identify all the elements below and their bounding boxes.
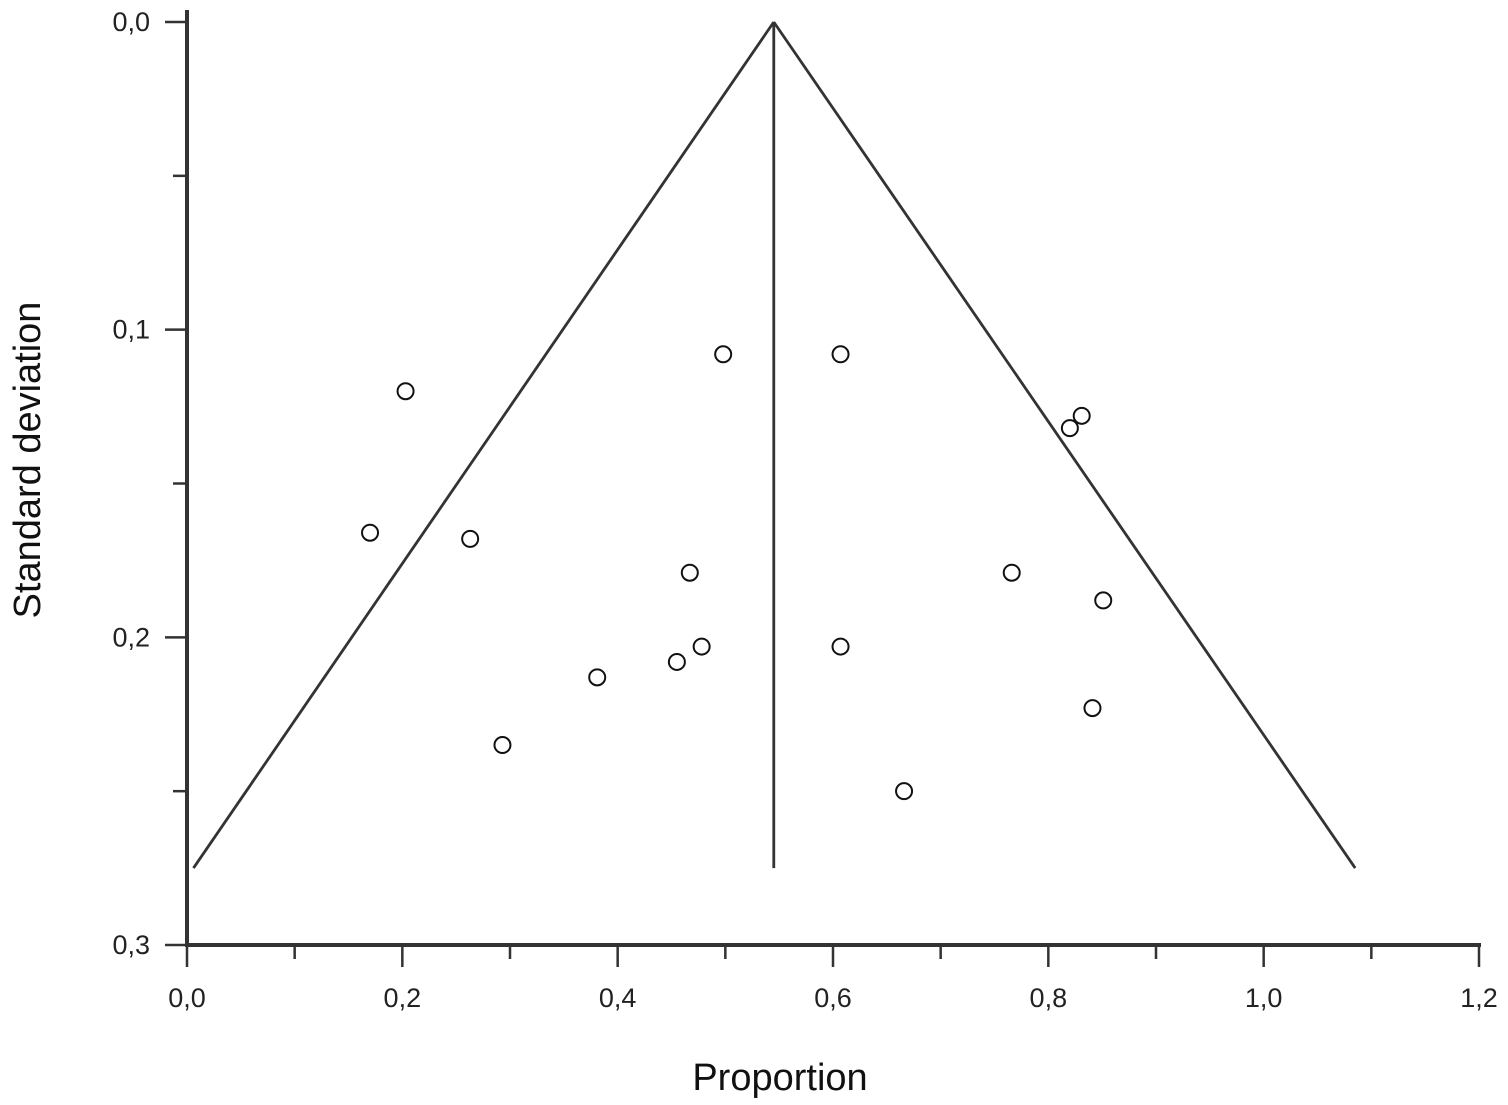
data-point [680, 563, 699, 582]
y-axis-title: Standard deviation [7, 302, 49, 619]
data-point [831, 345, 850, 364]
data-point [692, 637, 711, 656]
x-tick-label: 1,0 [1245, 983, 1283, 1013]
x-tick-label: 0,0 [168, 983, 206, 1013]
y-tick-label: 0,3 [112, 930, 150, 960]
data-points [361, 345, 1113, 801]
data-point [831, 637, 850, 656]
data-point [714, 345, 733, 364]
data-point [895, 782, 914, 801]
x-tick-label: 0,6 [814, 983, 852, 1013]
x-tick-label: 0,4 [599, 983, 637, 1013]
data-point [1094, 591, 1113, 610]
funnel-left-line [192, 21, 775, 869]
axes: 0,0 0,2 0,4 0,6 0,8 1,0 1,2 0,0 0,1 0,2 0,3 [112, 7, 1497, 1013]
data-point [461, 529, 480, 548]
y-tick-label: 0,0 [112, 7, 150, 37]
data-point [667, 652, 686, 671]
data-point [1083, 699, 1102, 718]
y-tick-label: 0,1 [112, 315, 150, 345]
data-point [361, 523, 380, 542]
x-tick-label: 0,8 [1030, 983, 1068, 1013]
data-point [1060, 419, 1079, 438]
funnel-lines [192, 21, 1357, 869]
data-point [1072, 406, 1091, 425]
data-point [1002, 563, 1021, 582]
x-tick-label: 1,2 [1460, 983, 1498, 1013]
data-point [588, 668, 607, 687]
y-tick-label: 0,2 [112, 622, 150, 652]
funnel-right-line [772, 21, 1357, 869]
data-point [493, 736, 512, 755]
x-tick-label: 0,2 [384, 983, 422, 1013]
x-axis-title: Proportion [692, 1057, 867, 1099]
data-point [396, 382, 415, 401]
